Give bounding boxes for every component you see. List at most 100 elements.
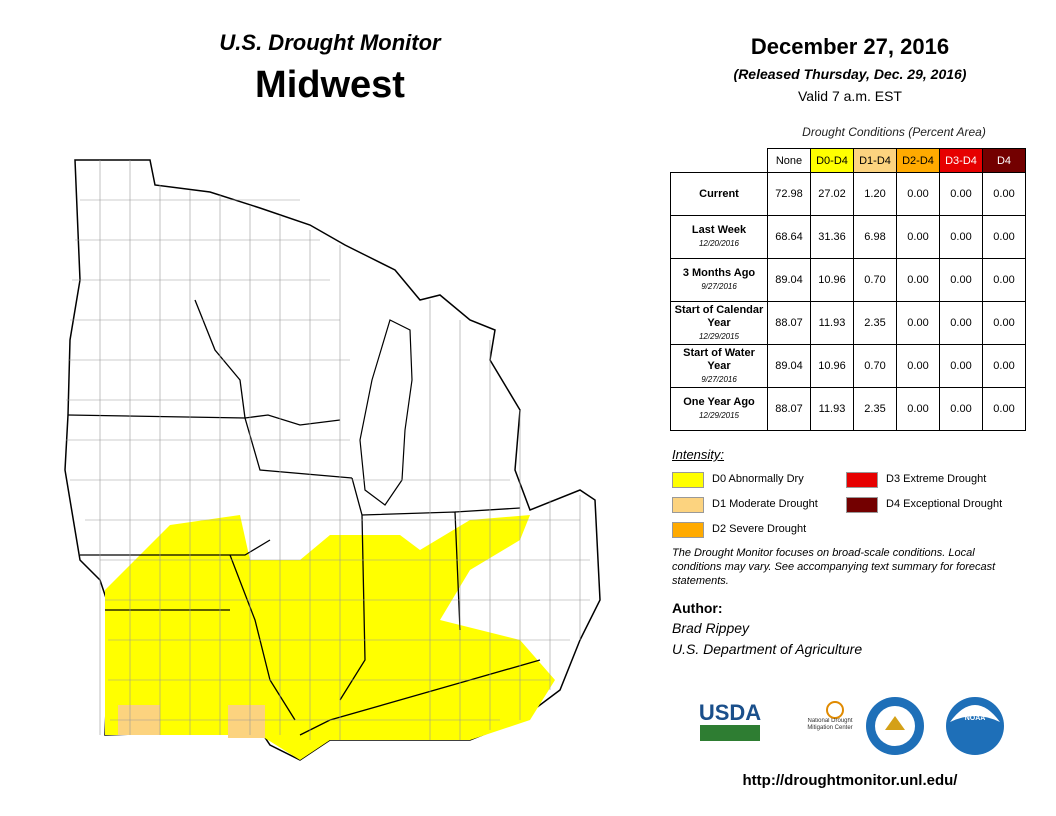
cell-value: 89.04 [767, 258, 811, 302]
row-label: One Year Ago [683, 396, 755, 408]
legend-label: D3 Extreme Drought [886, 473, 987, 485]
table-row: Start of Calendar Year 12/29/2015 88.07 11.… [670, 301, 1026, 345]
column-header: D4 [982, 148, 1026, 173]
cell-value: 0.00 [939, 172, 983, 216]
ndmc-logo: National Drought Mitigation Center [807, 718, 853, 731]
row-label-cell: Start of Water Year 9/27/2016 [670, 344, 768, 388]
cell-value: 0.00 [896, 301, 940, 345]
doc-eagle [885, 716, 905, 730]
cell-value: 88.07 [767, 387, 811, 431]
d1-area [228, 705, 265, 738]
cell-value: 0.00 [939, 215, 983, 259]
cell-value: 11.93 [810, 387, 854, 431]
conditions-table: None D0-D4 D1-D4 D2-D4 D3-D4 D4 Current 72.98 27… [670, 148, 1026, 431]
noaa-wing [950, 705, 1000, 722]
column-header: D1-D4 [853, 148, 897, 173]
cell-value: 0.00 [982, 258, 1026, 302]
row-date: 9/27/2016 [701, 374, 737, 384]
row-date: 9/27/2016 [701, 282, 737, 291]
cell-value: 89.04 [767, 344, 811, 388]
note: The Drought Monitor focuses on broad-sca… [672, 547, 996, 587]
cell-value: 0.00 [896, 344, 940, 388]
row-date: 12/29/2015 [698, 411, 740, 420]
ndmc-wrap: National Drought Mitigation Center [807, 718, 853, 731]
noaa-logo: NOAA [965, 715, 986, 722]
cell-value: 6.98 [853, 215, 897, 259]
map [64, 159, 601, 761]
cell-value: 2.35 [853, 387, 897, 431]
author-heading: Author: [672, 600, 723, 616]
usda-band [700, 725, 760, 741]
table-row: One Year Ago 12/29/2015 88.07 11.93 2.35 0.00… [670, 387, 1026, 431]
legend-swatch [672, 472, 704, 488]
cell-value: 27.02 [810, 172, 854, 216]
legend-swatch [672, 497, 704, 513]
cell-value: 0.00 [939, 301, 983, 345]
row-label-cell: Last Week 12/20/2016 [670, 215, 768, 259]
legend-label: D2 Severe Drought [712, 523, 807, 535]
cell-value: 31.36 [810, 215, 854, 259]
row-label: 3 Months Ago [682, 267, 756, 279]
usda-logo: USDA [699, 700, 761, 725]
lake-michigan [359, 319, 413, 506]
column-header: D0-D4 [810, 148, 854, 173]
cell-value: 2.35 [853, 301, 897, 345]
row-label: Start of Water Year [683, 346, 755, 372]
row-label-cell: One Year Ago 12/29/2015 [670, 387, 768, 431]
cell-value: 0.00 [896, 215, 940, 259]
cell-value: 0.00 [939, 387, 983, 431]
region: Midwest [255, 64, 405, 106]
cell-value: 0.00 [982, 344, 1026, 388]
author-name: Brad Rippey [672, 620, 750, 636]
d0-area [105, 515, 555, 760]
legend-label: D4 Exceptional Drought [886, 498, 1003, 510]
cell-value: 0.00 [982, 387, 1026, 431]
cell-value: 88.07 [767, 301, 811, 345]
cell-value: 0.00 [939, 344, 983, 388]
cell-value: 10.96 [810, 258, 854, 302]
column-header: D2-D4 [896, 148, 940, 173]
row-label: Start of Calendar Year [674, 303, 764, 329]
row-label: Current [699, 187, 739, 200]
row-label-cell: 3 Months Ago 9/27/2016 [670, 258, 768, 302]
cell-value: 72.98 [767, 172, 811, 216]
blank-cell [671, 149, 768, 173]
date: December 27, 2016 [750, 34, 950, 59]
cell-value: 0.00 [982, 301, 1026, 345]
table-row: Current 72.98 27.02 1.20 0.00 0.00 0.00 [670, 172, 1026, 216]
header-row: None D0-D4 D1-D4 D2-D4 D3-D4 D4 [671, 148, 1026, 173]
author-org: U.S. Department of Agriculture [672, 641, 863, 657]
table-caption: Drought Conditions (Percent Area) [802, 125, 986, 139]
cell-value: 0.00 [982, 215, 1026, 259]
cell-value: 68.64 [767, 215, 811, 259]
table-row: 3 Months Ago 9/27/2016 89.04 10.96 0.70 0.00 0… [670, 258, 1026, 302]
column-header: D3-D4 [939, 148, 983, 173]
row-label: Last Week [691, 224, 747, 236]
cell-value: 11.93 [810, 301, 854, 345]
released: (Released Thursday, Dec. 29, 2016) [733, 66, 967, 82]
table-row: Start of Water Year 9/27/2016 89.04 10.96 0.… [670, 344, 1026, 388]
legend-swatch [846, 472, 878, 488]
row-date: 12/29/2015 [698, 331, 740, 341]
cell-value: 10.96 [810, 344, 854, 388]
ndmc-icon [826, 701, 844, 719]
cell-value: 0.00 [896, 387, 940, 431]
valid-time: Valid 7 a.m. EST [797, 88, 902, 104]
table-row: Last Week 12/20/2016 68.64 31.36 6.98 0.00 0.0… [670, 215, 1026, 259]
logos: USDA National Drought Mitigation Center … [699, 697, 1004, 755]
legend-label: D1 Moderate Drought [712, 498, 818, 510]
cell-value: 0.00 [982, 172, 1026, 216]
title: U.S. Drought Monitor [219, 30, 441, 55]
row-label-cell: Start of Calendar Year 12/29/2015 [670, 301, 768, 345]
legend-swatch [846, 497, 878, 513]
column-header: None [767, 148, 811, 173]
cell-value: 1.20 [853, 172, 897, 216]
url[interactable]: http://droughtmonitor.unl.edu/ [742, 772, 958, 789]
cell-value: 0.70 [853, 258, 897, 302]
row-label-cell: Current [670, 172, 768, 216]
cell-value: 0.00 [939, 258, 983, 302]
cell-value: 0.70 [853, 344, 897, 388]
legend-label: D0 Abnormally Dry [712, 473, 804, 485]
legend-swatch [672, 522, 704, 538]
